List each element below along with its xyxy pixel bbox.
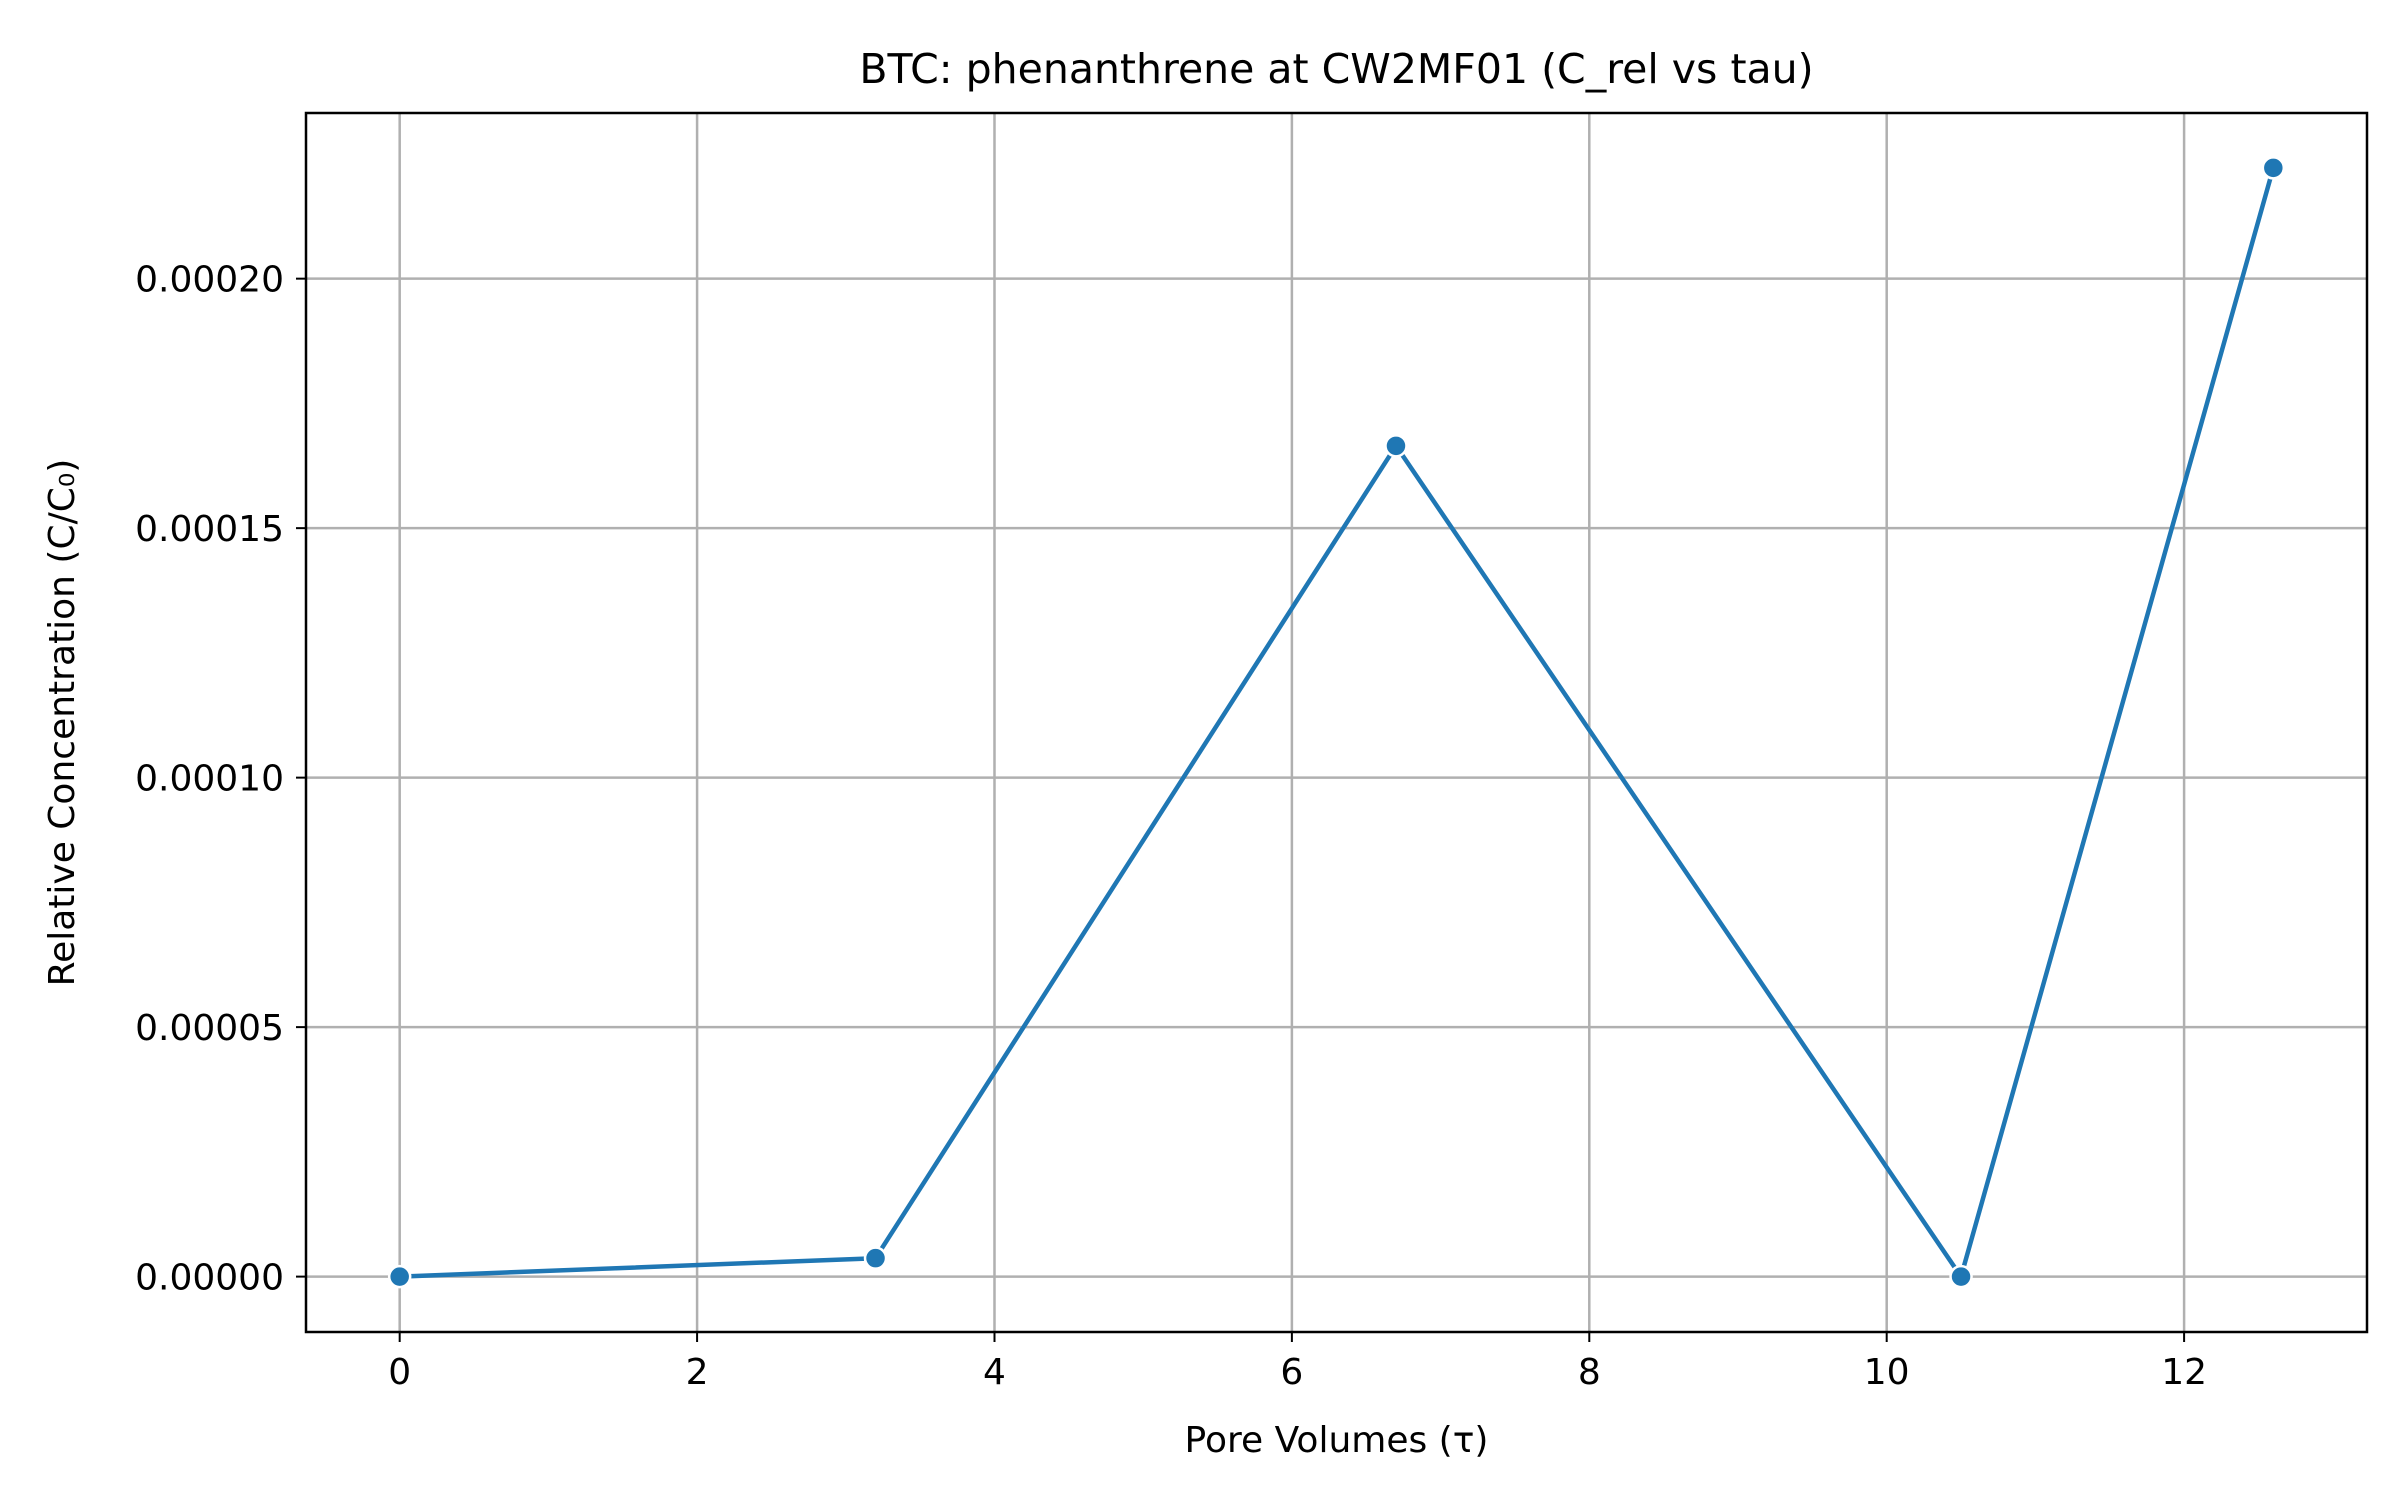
y-tick-label: 0.00015 <box>135 509 284 550</box>
x-tick-label: 4 <box>983 1352 1006 1393</box>
plot-series <box>387 156 2286 1289</box>
y-tick-label: 0.00005 <box>135 1008 284 1049</box>
x-tick-label: 10 <box>1864 1352 1910 1393</box>
x-tick-label: 12 <box>2161 1352 2207 1393</box>
grid <box>306 113 2367 1332</box>
data-point <box>2261 156 2286 180</box>
x-axis-label: Pore Volumes (τ) <box>1185 1420 1489 1461</box>
data-point <box>1949 1264 1973 1289</box>
data-point <box>1384 434 1408 458</box>
axis-ticks: 0 2 4 6 8 10 12 0.00000 0.00005 0.00010 0.00015 0.0… <box>135 260 2207 1393</box>
data-point <box>863 1246 888 1270</box>
x-tick-label: 2 <box>686 1352 709 1393</box>
chart-title: BTC: phenanthrene at CW2MF01 (C_rel vs t… <box>859 45 1813 93</box>
data-point <box>387 1264 412 1289</box>
y-axis-label: Relative Concentration (C/C₀) <box>42 459 83 987</box>
y-tick-label: 0.00000 <box>135 1258 284 1299</box>
x-tick-label: 6 <box>1280 1352 1303 1393</box>
plot-frame <box>304 111 2369 1334</box>
x-tick-label: 0 <box>388 1352 411 1393</box>
x-tick-label: 8 <box>1578 1352 1601 1393</box>
y-tick-label: 0.00010 <box>135 759 284 800</box>
y-tick-label: 0.00020 <box>135 260 284 301</box>
